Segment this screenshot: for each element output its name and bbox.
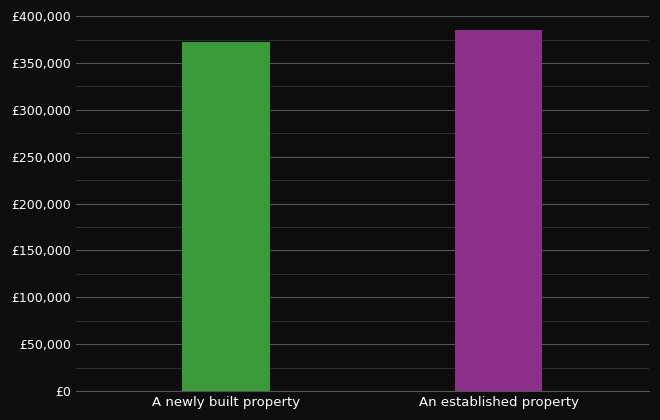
Bar — [182, 42, 269, 391]
Bar — [455, 30, 543, 391]
